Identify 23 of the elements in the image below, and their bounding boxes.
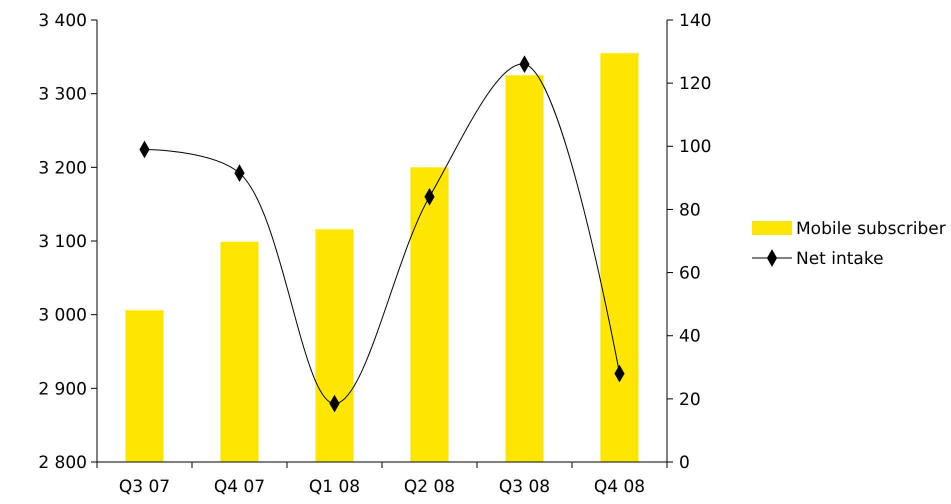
y2-tick-label: 140 bbox=[679, 10, 712, 31]
x-tick-label: Q3 08 bbox=[498, 477, 550, 497]
legend-label: Net intake bbox=[796, 248, 884, 269]
x-tick-label: Q4 07 bbox=[214, 477, 266, 497]
x-tick-label: Q2 08 bbox=[404, 477, 456, 497]
y-tick-label: 3 000 bbox=[38, 306, 87, 326]
y2-tick-label: 0 bbox=[679, 452, 690, 473]
y-tick-label: 3 300 bbox=[38, 84, 87, 105]
legend-label: Mobile subscriber bbox=[796, 218, 946, 239]
y2-tick-label: 40 bbox=[679, 326, 701, 347]
y-tick-label: 3 200 bbox=[38, 158, 87, 178]
y2-tick-label: 80 bbox=[679, 200, 701, 220]
y-tick-label: 2 900 bbox=[38, 379, 87, 400]
y-tick-label: 3 400 bbox=[38, 10, 87, 31]
y2-tick-label: 20 bbox=[679, 390, 701, 410]
y-tick-label: 2 800 bbox=[38, 452, 87, 473]
x-tick-label: Q1 08 bbox=[308, 477, 360, 497]
x-tick-label: Q3 07 bbox=[118, 477, 170, 497]
y2-tick-label: 60 bbox=[679, 264, 701, 284]
y2-tick-label: 100 bbox=[679, 137, 712, 158]
x-tick-label: Q4 08 bbox=[594, 477, 646, 497]
y-tick-label: 3 100 bbox=[38, 232, 87, 252]
y2-tick-label: 120 bbox=[679, 74, 712, 94]
